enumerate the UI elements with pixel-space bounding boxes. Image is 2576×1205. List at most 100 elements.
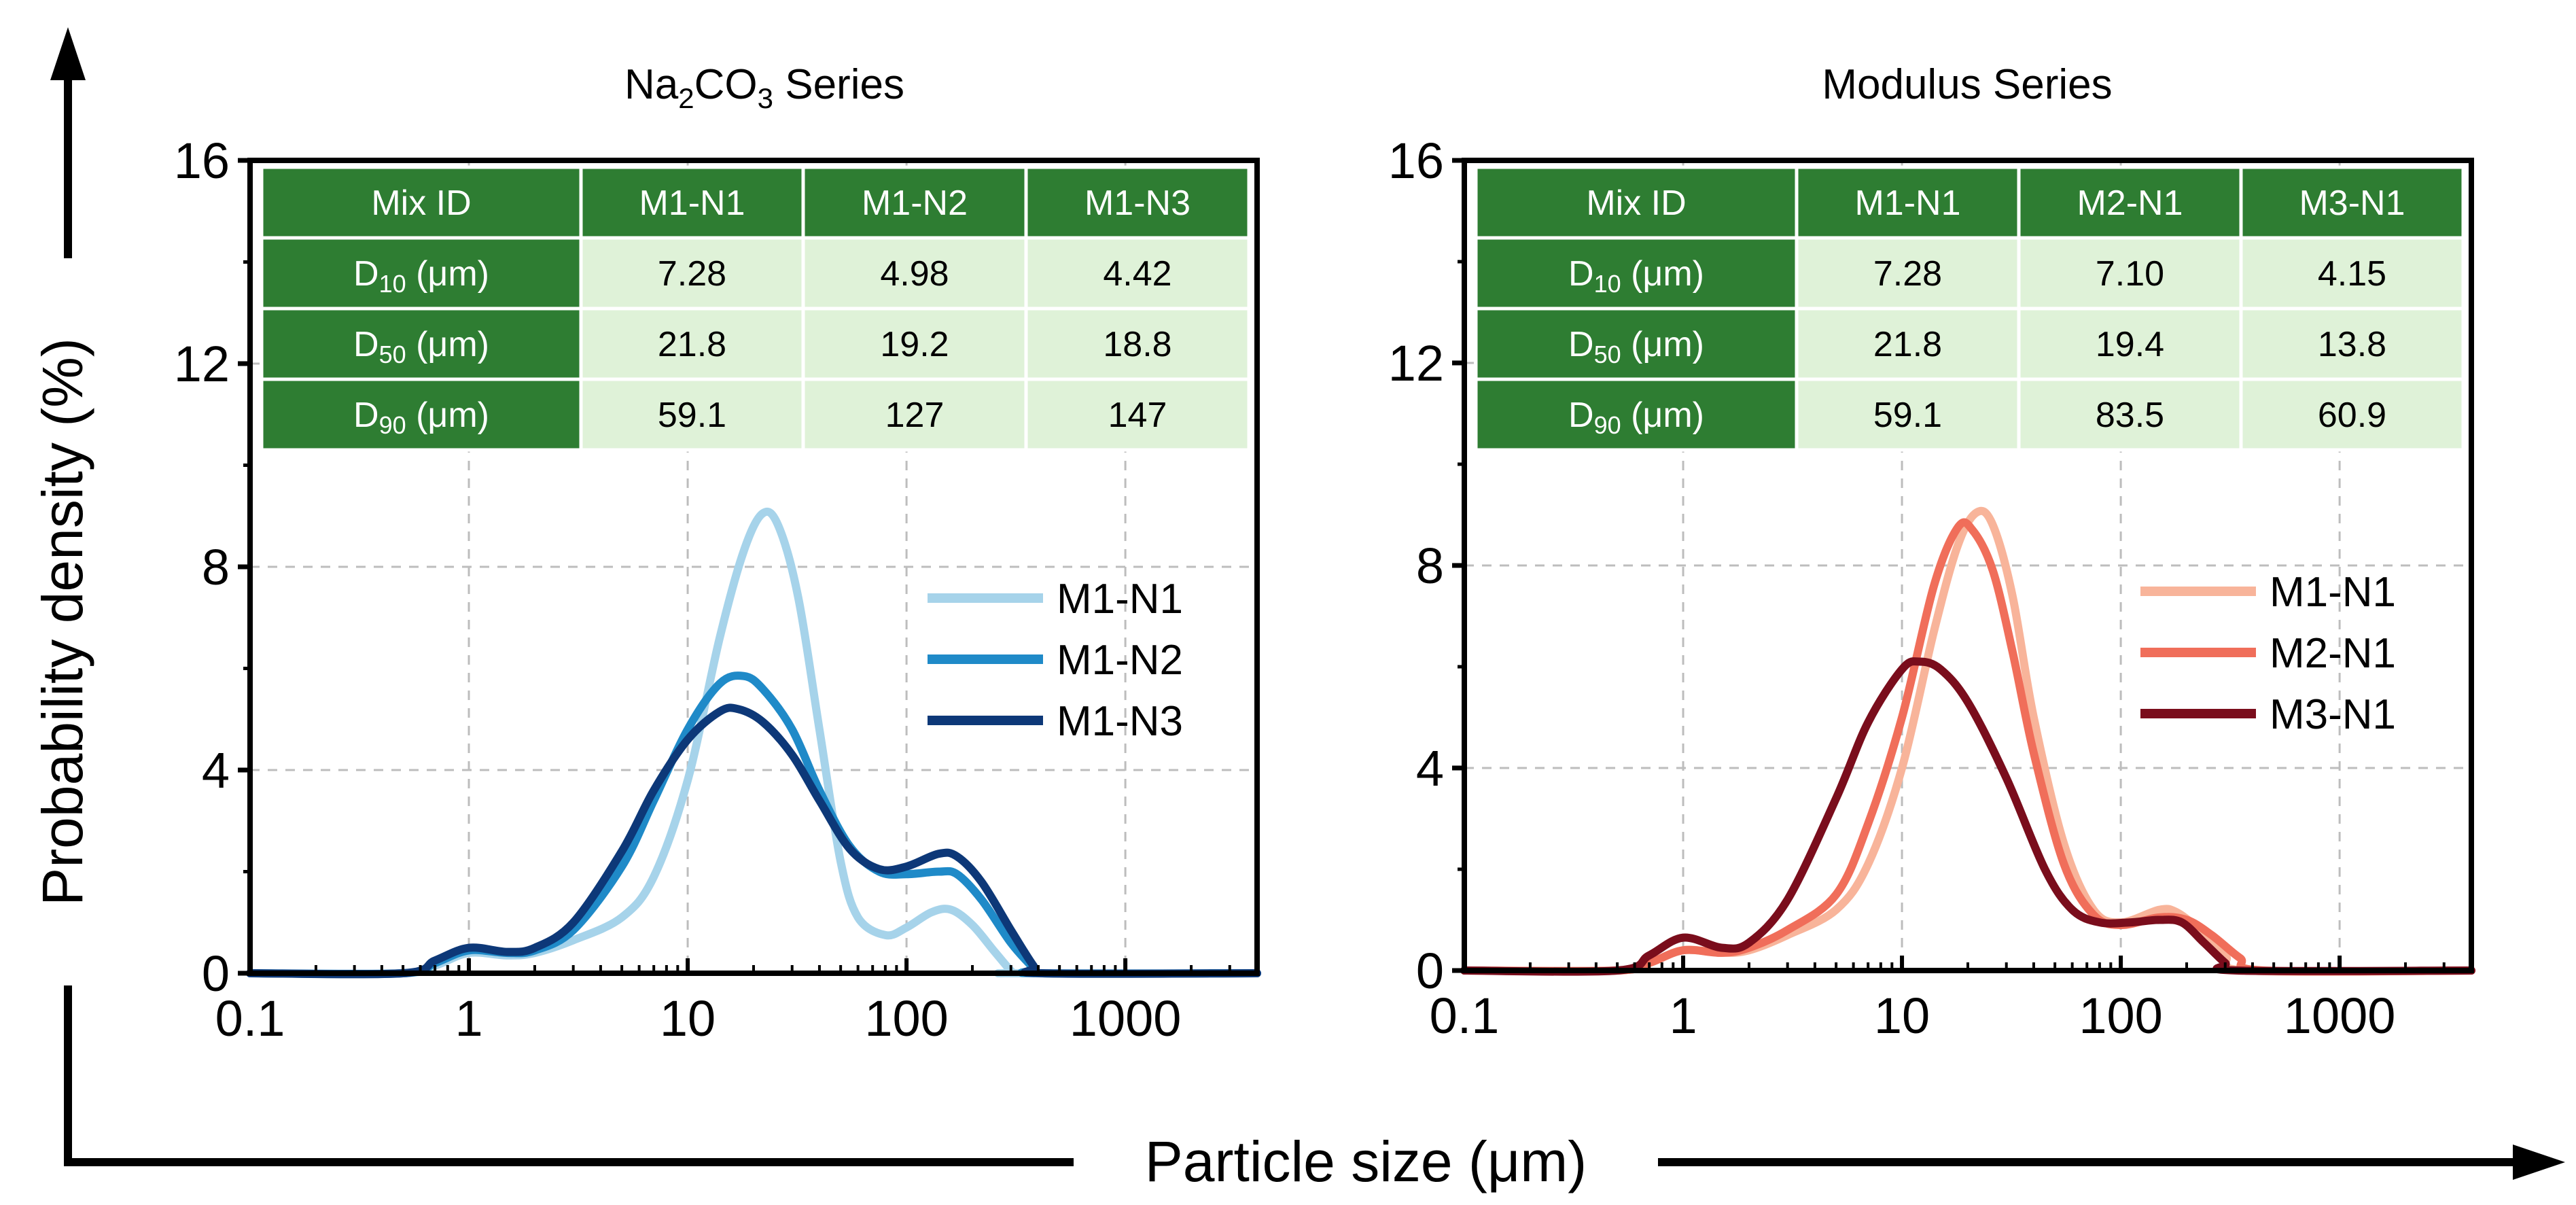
table-cell-bg — [1474, 377, 1799, 452]
table-cell-bg — [2017, 165, 2243, 240]
table-cell-bg — [579, 307, 805, 381]
y-tick-label: 12 — [1388, 335, 1444, 391]
table-cell-bg — [1795, 377, 2021, 452]
table-cell: M3-N1 — [2299, 184, 2405, 223]
table-cell: 4.15 — [2318, 254, 2386, 294]
chart-title: Modulus Series — [1822, 61, 2112, 108]
table-cell-bg — [260, 236, 583, 311]
legend-label: M1-N1 — [1057, 576, 1183, 623]
table-cell: 7.28 — [1873, 254, 1942, 294]
series-lines — [246, 507, 1261, 979]
table-cell-bg — [2239, 377, 2465, 452]
series-line-m1-n3 — [246, 703, 1261, 979]
x-tick-label: 1 — [455, 990, 482, 1047]
legend-label: M1-N1 — [2270, 569, 2396, 616]
table-cell: 7.10 — [2096, 254, 2164, 294]
x-tick-label: 1000 — [2284, 988, 2396, 1044]
y-tick-label: 0 — [202, 945, 230, 1002]
table-cell-bg — [579, 377, 805, 452]
legend-label: M1-N3 — [1057, 698, 1183, 745]
panel-na2co3-series: Na2CO3 Series Mix ID M1-N1 M1-N2 M1-N3 D10 (μ… — [174, 61, 1261, 1047]
table-cell-bg — [801, 165, 1028, 240]
y-tick-label: 8 — [202, 539, 230, 595]
legend: M1-N1 M2-N1 M3-N1 — [2140, 569, 2396, 738]
d-value-table: Mix ID M1-N1 M2-N1 M3-N1 D10 (μm) 7.28 7.10 4.1… — [1474, 165, 2465, 452]
table-cell: D50 (μm) — [1568, 325, 1704, 368]
table-cell: M1-N1 — [1854, 184, 1960, 223]
y-axis-title-bg — [27, 258, 109, 985]
y-tick-label: 16 — [174, 133, 230, 189]
table-cell-bg — [260, 377, 583, 452]
legend-label: M2-N1 — [2270, 630, 2396, 677]
x-tick-label: 0.1 — [215, 990, 285, 1047]
x-tick-label: 10 — [1874, 988, 1930, 1044]
series-line-m2-n1 — [1460, 518, 2475, 976]
x-tick-label: 100 — [864, 990, 948, 1047]
x-axis-title-bg — [1074, 1121, 1658, 1203]
y-tick-label: 8 — [1416, 538, 1444, 594]
table-cell-bg — [1024, 377, 1251, 452]
table-cell: 60.9 — [2318, 396, 2386, 435]
table-cell: D10 (μm) — [1568, 254, 1704, 298]
table-cell: 59.1 — [658, 396, 726, 435]
chart-title: Na2CO3 Series — [624, 61, 904, 114]
table-cell: M1-N3 — [1084, 184, 1190, 223]
table-cell: 59.1 — [1873, 396, 1942, 435]
y-axis: 0 4 8 12 16 — [1388, 133, 1464, 999]
table-cell-bg — [1024, 236, 1251, 311]
y-tick-label: 12 — [174, 336, 230, 392]
y-axis-arrowhead — [50, 27, 86, 80]
table-cell: D10 (μm) — [353, 254, 489, 298]
x-axis-arrowhead — [2513, 1145, 2565, 1180]
table-cell: 147 — [1108, 396, 1167, 435]
table-cell: M2-N1 — [2077, 184, 2183, 223]
table-cell-bg — [579, 236, 805, 311]
table-cell: 83.5 — [2096, 396, 2164, 435]
table-cell: 13.8 — [2318, 325, 2386, 364]
legend-label: M1-N2 — [1057, 637, 1183, 684]
table-cell-bg — [2239, 236, 2465, 311]
table-cell: 127 — [885, 396, 945, 435]
y-tick-label: 4 — [1416, 740, 1444, 797]
y-axis-title: Probability density (%) — [31, 338, 94, 906]
x-axis-title: Particle size (μm) — [1145, 1130, 1587, 1193]
table-cell: D90 (μm) — [353, 396, 489, 439]
table-cell: 19.4 — [2096, 325, 2164, 364]
table-cell: 21.8 — [658, 325, 726, 364]
table-cell: 4.98 — [880, 254, 949, 294]
table-cell: D90 (μm) — [1568, 396, 1704, 439]
table-cell-bg — [579, 165, 805, 240]
table-cell: D50 (μm) — [353, 325, 489, 368]
legend-label: M3-N1 — [2270, 691, 2396, 738]
table-cell: Mix ID — [371, 184, 471, 223]
panel-modulus-series: Modulus Series Mix ID M1-N1 M2-N1 M3-N1 D10 (… — [1388, 61, 2475, 1044]
x-tick-label: 10 — [660, 990, 716, 1047]
y-axis: 0 4 8 12 16 — [174, 133, 250, 1002]
y-tick-label: 4 — [202, 742, 230, 799]
x-tick-label: 1 — [1669, 988, 1697, 1044]
y-tick-label: 0 — [1416, 943, 1444, 999]
table-cell: Mix ID — [1586, 184, 1686, 223]
table-cell: M1-N1 — [639, 184, 745, 223]
d-value-table: Mix ID M1-N1 M1-N2 M1-N3 D10 (μm) 7.28 4.98 4.4… — [260, 165, 1251, 452]
series-line-m3-n1 — [1460, 657, 2475, 976]
figure-axes: Probability density (%) Particle size (μ… — [27, 27, 2565, 1203]
x-axis: 0.1 1 10 100 1000 — [1430, 956, 2446, 1044]
table-cell-bg — [260, 165, 583, 240]
table-cell-bg — [801, 307, 1028, 381]
x-tick-label: 100 — [2079, 988, 2162, 1044]
legend: M1-N1 M1-N2 M1-N3 — [928, 576, 1183, 745]
x-tick-label: 1000 — [1070, 990, 1182, 1047]
table-cell: 18.8 — [1103, 325, 1171, 364]
table-cell: 19.2 — [880, 325, 949, 364]
table-cell: 4.42 — [1103, 254, 1171, 294]
table-cell: 21.8 — [1873, 325, 1942, 364]
x-axis: 0.1 1 10 100 1000 — [215, 958, 1231, 1047]
table-cell-bg — [260, 307, 583, 381]
table-cell: 7.28 — [658, 254, 726, 294]
table-cell-bg — [2239, 165, 2465, 240]
table-cell-bg — [801, 377, 1028, 452]
series-lines — [1460, 506, 2475, 976]
y-tick-label: 16 — [1388, 133, 1444, 189]
